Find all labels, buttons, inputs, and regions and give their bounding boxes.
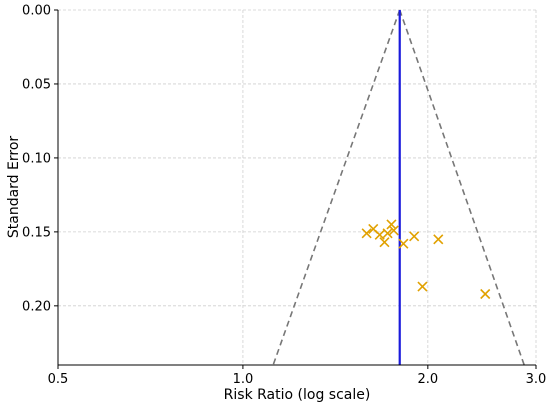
study-point-stroke (398, 238, 409, 249)
y-tick-label: 0.05 (22, 77, 51, 92)
study-point (386, 219, 397, 230)
study-point-stroke (433, 234, 444, 245)
x-tick-label: 1.0 (233, 372, 254, 387)
study-point (361, 228, 372, 239)
study-point (409, 231, 420, 242)
study-point (379, 237, 390, 248)
funnel-limits (272, 9, 525, 366)
study-point (417, 281, 428, 292)
study-point-stroke (361, 228, 372, 239)
study-point (374, 229, 385, 240)
study-point (388, 225, 399, 236)
funnel-right-limit (398, 9, 525, 366)
y-tick-label: 0.10 (22, 151, 51, 166)
study-point-stroke (382, 228, 393, 239)
study-point-stroke (374, 229, 385, 240)
y-tick-label: 0.00 (22, 4, 51, 19)
study-point-stroke (480, 288, 491, 300)
funnel-left-limit (272, 9, 401, 366)
x-tick-label: 3.0 (526, 372, 547, 387)
study-point (480, 288, 491, 300)
study-point (398, 238, 409, 249)
study-point-stroke (368, 223, 379, 234)
study-point-stroke (386, 219, 397, 230)
y-tick-label: 0.15 (22, 225, 51, 240)
y-tick-labels: 0.00 0.05 0.10 0.15 0.20 (22, 4, 58, 314)
x-tick-label: 2.0 (417, 372, 438, 387)
axes (57, 10, 536, 366)
x-axis-title: Risk Ratio (log scale) (224, 387, 371, 403)
y-tick-label: 0.20 (22, 299, 51, 314)
study-point (382, 228, 393, 239)
study-point-stroke (409, 231, 420, 242)
study-point-stroke (417, 281, 428, 292)
y-axis-title: Standard Error (6, 136, 22, 239)
study-point-stroke (379, 237, 390, 248)
study-point-stroke (388, 225, 399, 236)
grid (57, 9, 537, 365)
study-points (361, 219, 491, 300)
x-tick-labels: 0.5 1.0 2.0 3.0 (48, 365, 547, 387)
study-point (433, 234, 444, 245)
x-tick-label: 0.5 (48, 372, 69, 387)
